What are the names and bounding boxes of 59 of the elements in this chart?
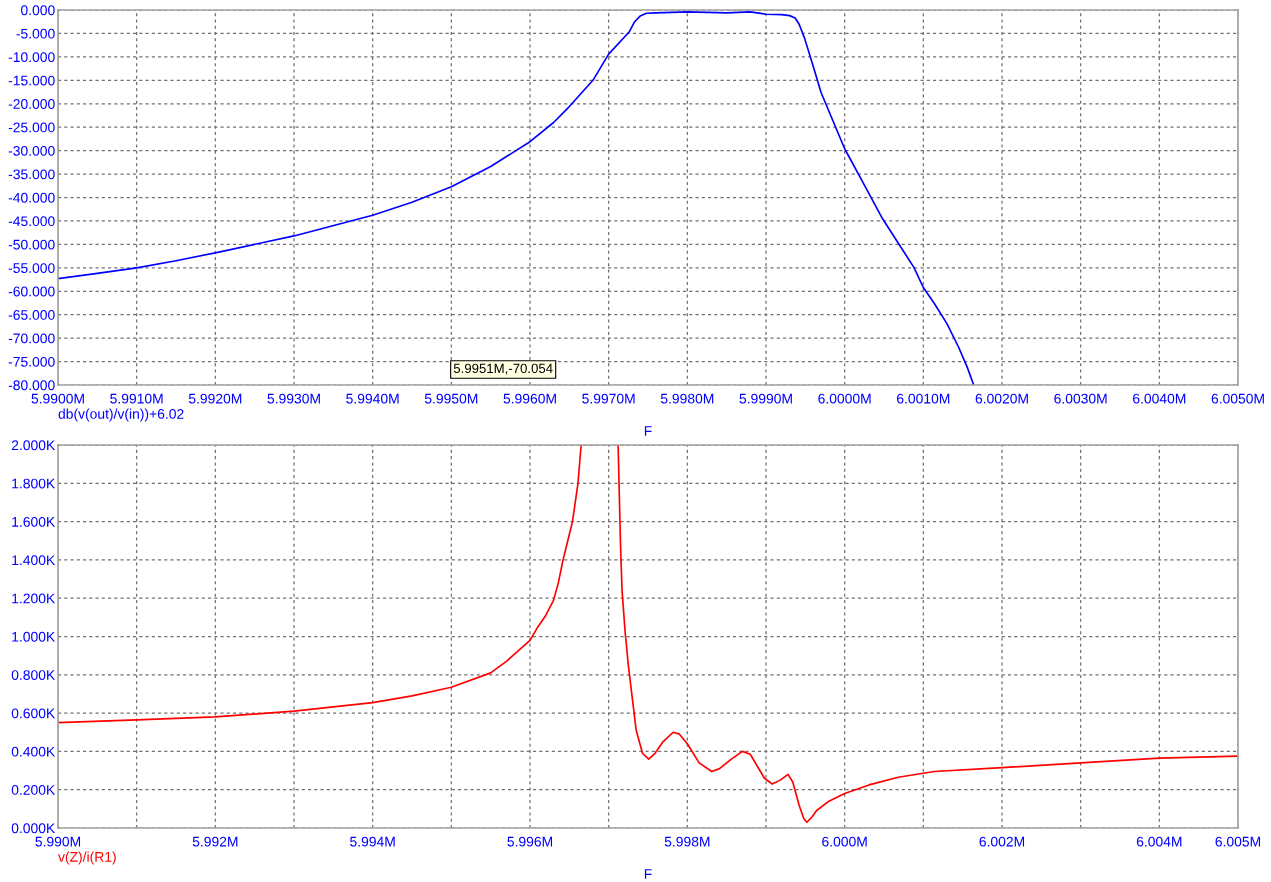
- x-tick-label: 6.0010M: [897, 393, 950, 404]
- y-tick-label: -60.000: [8, 286, 55, 297]
- y-tick-label: -45.000: [8, 216, 55, 227]
- text: db(v(out)/v(in))+6.02: [58, 408, 184, 422]
- x-tick-label: 6.0030M: [1054, 393, 1107, 404]
- x-tick-label: 5.996M: [507, 836, 553, 847]
- x-tick-label: 6.005M: [1215, 836, 1261, 847]
- x-tick-label: 6.0000M: [818, 393, 871, 404]
- x-tick-label: 5.9990M: [739, 393, 792, 404]
- x-axis-title: F: [644, 426, 652, 436]
- x-tick-label: 5.992M: [192, 836, 238, 847]
- line-series: [58, 11, 975, 385]
- x-tick-label: 6.0020M: [975, 393, 1028, 404]
- x-tick-label: 5.994M: [350, 836, 395, 847]
- x-tick-label: 6.0040M: [1133, 393, 1186, 404]
- x-tick-label: 6.000M: [822, 836, 867, 847]
- y-tick-label: 2.000K: [11, 440, 56, 451]
- y-tick-label: -20.000: [8, 99, 55, 109]
- x-axis-title: F: [644, 869, 652, 879]
- y-tick-label: 0.400K: [11, 746, 56, 757]
- y-tick-label: 1.600K: [12, 516, 56, 527]
- x-tick-label: 6.002M: [979, 836, 1025, 847]
- x-tick-label: 5.9950M: [424, 393, 478, 404]
- y-tick-label: -50.000: [8, 239, 55, 250]
- y-tick-label: 0.200K: [11, 785, 56, 795]
- y-tick-label: -15.000: [8, 75, 55, 86]
- y-tick-label: -40.000: [8, 192, 55, 203]
- x-tick-label: 5.9920M: [188, 393, 242, 404]
- y-tick-label: 1.200K: [12, 593, 56, 604]
- y-tick-label: -65.000: [8, 310, 55, 320]
- y-tick-label: -10.000: [8, 52, 55, 63]
- x-tick-label: 6.004M: [1136, 836, 1182, 847]
- annotation: 5.9951M,-70.054: [453, 363, 553, 375]
- x-tick-label: 5.9970M: [582, 393, 635, 404]
- x-tick-label: 5.9900M: [31, 393, 84, 404]
- y-tick-label: 0.800K: [11, 670, 56, 680]
- x-tick-label: 5.9910M: [110, 393, 163, 404]
- y-tick-label: -80.000: [8, 380, 55, 391]
- y-tick-label: -25.000: [8, 122, 55, 133]
- x-tick-label: 5.9930M: [267, 393, 320, 404]
- x-tick-label: 5.990M: [35, 836, 81, 847]
- y-tick-label: -35.000: [8, 169, 55, 180]
- x-tick-label: 5.998M: [664, 836, 710, 847]
- y-tick-label: 1.800K: [12, 478, 56, 489]
- y-tick-label: -55.000: [8, 263, 55, 273]
- y-tick-label: 0.000: [21, 5, 55, 16]
- x-tick-label: 6.0050M: [1211, 393, 1264, 404]
- x-tick-label: 5.9940M: [346, 393, 399, 404]
- y-tick-label: -30.000: [8, 145, 55, 156]
- y-tick-label: -70.000: [8, 333, 55, 344]
- y-tick-label: 0.600K: [11, 708, 56, 719]
- text: v(Z)/i(R1): [58, 851, 116, 865]
- x-tick-label: 5.9960M: [503, 393, 556, 404]
- y-tick-label: -75.000: [8, 356, 55, 367]
- y-tick-label: 1.400K: [12, 555, 56, 566]
- y-tick-label: 0.000K: [11, 823, 56, 834]
- y-tick-label: -5.000: [16, 28, 55, 39]
- y-tick-label: 1.000K: [12, 631, 56, 642]
- x-tick-label: 5.9980M: [660, 393, 714, 404]
